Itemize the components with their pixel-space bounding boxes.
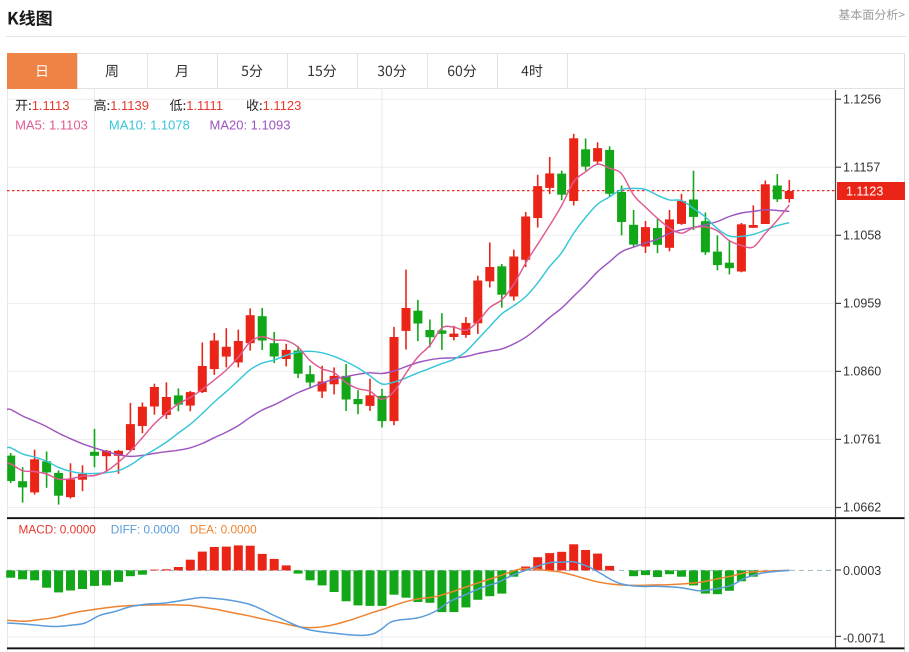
svg-text:1.1256: 1.1256 (843, 92, 881, 106)
svg-text:DIFF: 0.0000: DIFF: 0.0000 (111, 522, 180, 536)
svg-text:1.1113: 1.1113 (32, 98, 70, 113)
svg-text:MA20: 1.1093: MA20: 1.1093 (210, 117, 291, 132)
svg-text:0.0003: 0.0003 (843, 564, 881, 578)
svg-text:1.1157: 1.1157 (843, 160, 880, 174)
svg-text:1.0761: 1.0761 (843, 433, 881, 447)
svg-text:MA5: 1.1103: MA5: 1.1103 (15, 117, 88, 132)
svg-text:1.0662: 1.0662 (843, 501, 881, 515)
svg-text:-0.0071: -0.0071 (843, 632, 885, 646)
svg-text:1.1139: 1.1139 (110, 98, 149, 113)
svg-text:DEA: 0.0000: DEA: 0.0000 (190, 522, 257, 536)
svg-text:MACD: 0.0000: MACD: 0.0000 (19, 522, 97, 536)
svg-text:1.0860: 1.0860 (843, 365, 881, 379)
svg-text:1.1111: 1.1111 (186, 98, 223, 113)
svg-text:1.0959: 1.0959 (843, 297, 881, 311)
svg-text:1.1058: 1.1058 (843, 229, 881, 243)
svg-text:1.1123: 1.1123 (263, 98, 302, 113)
svg-text:MA10: 1.1078: MA10: 1.1078 (109, 117, 190, 132)
svg-text:1.1123: 1.1123 (846, 185, 883, 199)
